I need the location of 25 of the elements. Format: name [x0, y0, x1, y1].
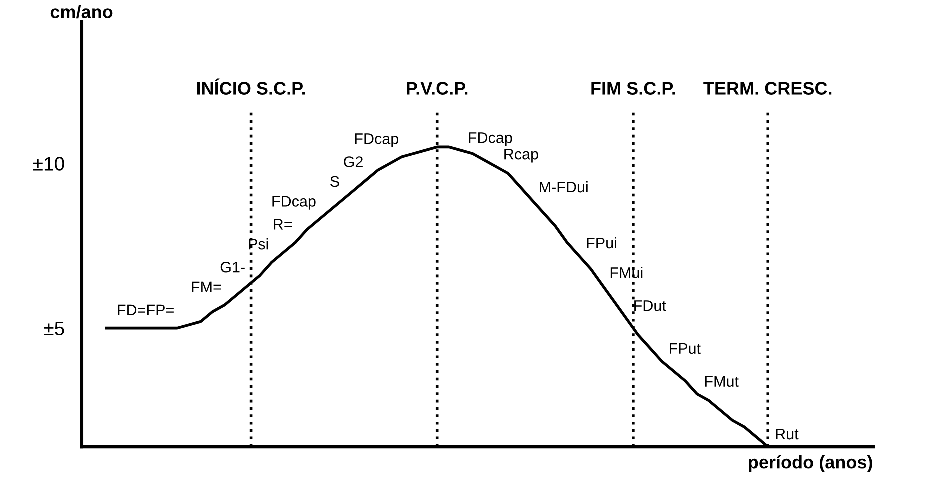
annotation: TERM. CRESC. — [704, 82, 832, 95]
annotation: INÍCIO S.C.P. — [197, 78, 306, 95]
data-label: FDut — [634, 300, 666, 312]
data-label: FMut — [705, 376, 739, 387]
data-label: G2 — [344, 156, 363, 168]
y-tick-label: ±5 — [44, 322, 64, 336]
data-label: S — [330, 176, 340, 188]
data-label: FPut — [670, 343, 701, 354]
y-tick-label: ±10 — [33, 157, 64, 171]
data-label: FD=FP= — [118, 304, 174, 316]
data-label: FM= — [192, 282, 222, 292]
annotation: FIM S.C.P. — [592, 82, 676, 95]
data-label: R= — [274, 219, 292, 230]
data-label: Rut — [776, 429, 799, 440]
data-label: Rcap — [504, 149, 538, 163]
x-axis-title: período (anos) — [749, 455, 872, 472]
data-label: FDcap — [272, 196, 316, 210]
data-label: FPui — [587, 237, 616, 249]
data-label: FDcap — [469, 132, 512, 146]
data-label: FMui — [610, 267, 643, 278]
annotation: P.V.C.P. — [407, 82, 468, 95]
y-axis-title: cm/ano — [50, 5, 113, 19]
data-label: G1- — [220, 262, 245, 273]
data-label: FDcap — [355, 134, 398, 148]
data-label: M-FDui — [540, 181, 588, 193]
